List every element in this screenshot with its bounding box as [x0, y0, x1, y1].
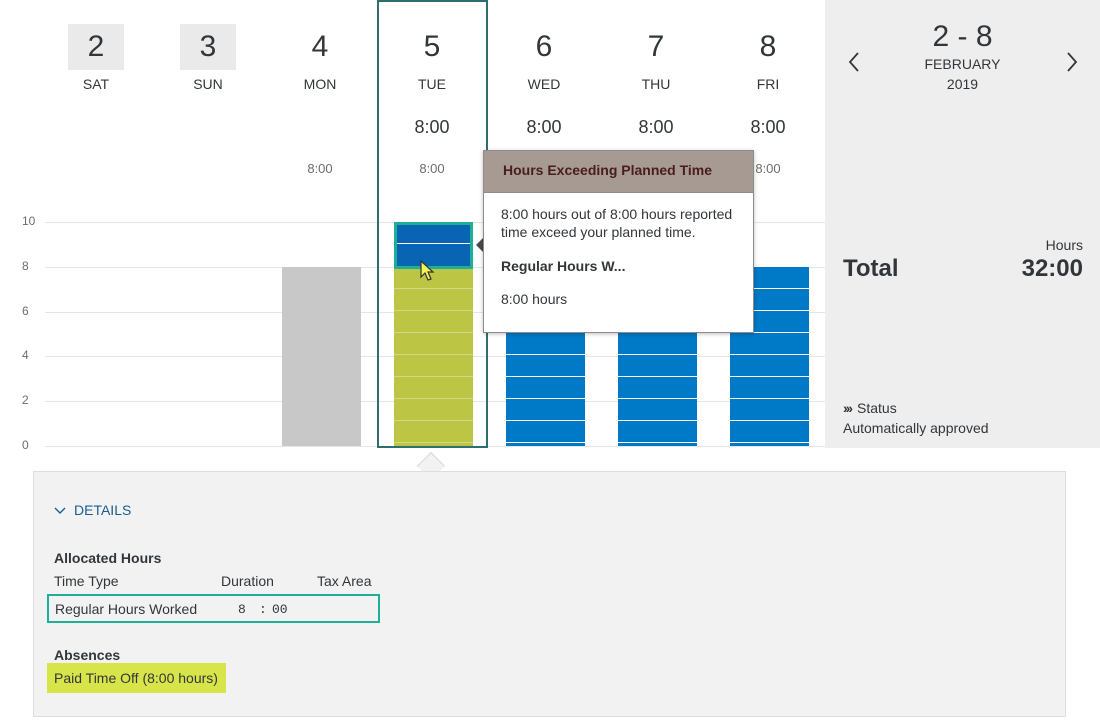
chevron-right-icon [1067, 52, 1078, 72]
hours-label: Hours [1045, 237, 1083, 253]
status-label: Status [857, 400, 897, 416]
day-name: THU [641, 76, 671, 92]
planned-hours-thu: 8:00 [638, 117, 674, 137]
absences-title: Absences [54, 647, 121, 663]
day-number: 8 [759, 30, 777, 63]
bar-mon[interactable] [281, 266, 361, 446]
total-value: 32:00 [1021, 255, 1083, 282]
prev-week-button[interactable] [847, 50, 867, 76]
week-range: 2 - 8 FEBRUARY 2019 [915, 20, 1010, 92]
day-number: 6 [535, 30, 553, 63]
bar-tue[interactable] [393, 266, 473, 446]
duration-minutes[interactable]: 00 [272, 602, 288, 617]
details-panel: DETAILS Allocated Hours Time Type Durati… [33, 471, 1066, 717]
day-header-tue[interactable]: 5 TUE [376, 24, 488, 92]
bar-exceeding-tue[interactable] [393, 222, 473, 269]
mouse-cursor-icon [420, 260, 435, 281]
day-name: SUN [193, 76, 223, 92]
week-summary-panel: 2 - 8 FEBRUARY 2019 Hours Total 32:00 ››… [825, 0, 1100, 448]
y-tick-label: 6 [22, 303, 29, 318]
day-header-wed[interactable]: 6 WED [488, 24, 600, 92]
gridline [45, 446, 825, 447]
details-toggle[interactable]: DETAILS [54, 502, 131, 518]
tooltip-message: 8:00 hours out of 8:00 hours reported ti… [501, 206, 733, 240]
tooltip-pointer [476, 238, 483, 252]
recorded-hours-mon: 8:00 [307, 161, 333, 176]
day-header-mon[interactable]: 4 MON [264, 24, 376, 92]
details-toggle-label: DETAILS [74, 502, 132, 518]
time-type-value: Regular Hours Worked [55, 601, 198, 617]
exceeding-hours-tooltip: Hours Exceeding Planned Time 8:00 hours … [483, 150, 754, 333]
day-number: 2 [68, 24, 124, 70]
day-name: SAT [82, 76, 110, 92]
week-range-year: 2019 [946, 76, 979, 92]
y-tick-label: 0 [22, 438, 29, 452]
planned-hours-wed: 8:00 [526, 117, 562, 137]
planned-hours-tue: 8:00 [414, 117, 450, 137]
week-range-days: 2 - 8 [932, 20, 993, 53]
chevron-down-icon [54, 504, 66, 518]
day-number: 4 [311, 30, 329, 63]
day-header-sat[interactable]: 2 SAT [40, 24, 152, 92]
tooltip-title: Hours Exceeding Planned Time [484, 151, 753, 193]
status-value: Automatically approved [843, 420, 989, 436]
col-time-type: Time Type [54, 573, 119, 589]
week-range-month: FEBRUARY [924, 56, 1001, 72]
recorded-hours-tue: 8:00 [419, 161, 445, 176]
allocated-hours-row[interactable]: Regular Hours Worked 8 : 00 [47, 594, 380, 623]
next-week-button[interactable] [1065, 50, 1085, 76]
duration-separator: : [259, 602, 267, 617]
y-tick-label: 8 [22, 258, 29, 273]
day-name: TUE [418, 76, 446, 92]
day-header-sun[interactable]: 3 SUN [152, 24, 264, 92]
total-label: Total [843, 255, 899, 282]
status-label-row: ››› Status [843, 400, 897, 416]
col-tax-area: Tax Area [317, 573, 372, 589]
chevron-left-icon [848, 52, 859, 72]
day-header-thu[interactable]: 7 THU [600, 24, 712, 92]
day-name: MON [303, 76, 337, 92]
day-number: 7 [647, 30, 665, 63]
day-name: FRI [756, 76, 780, 92]
duration-hours[interactable]: 8 [238, 602, 246, 617]
day-name: WED [527, 76, 561, 92]
y-tick-label: 2 [22, 393, 29, 408]
y-tick-label: 4 [22, 348, 29, 363]
day-number: 5 [423, 30, 441, 63]
double-chevron-icon: ››› [843, 400, 853, 416]
y-tick-label: 10 [22, 214, 36, 228]
bar-fri[interactable] [729, 266, 809, 446]
planned-hours-fri: 8:00 [750, 117, 786, 137]
tooltip-hours: 8:00 hours [501, 291, 568, 307]
bar-segment-divider [396, 243, 470, 244]
day-header-fri[interactable]: 8 FRI [712, 24, 824, 92]
recorded-hours-fri: 8:00 [755, 161, 781, 176]
absence-item[interactable]: Paid Time Off (8:00 hours) [47, 663, 226, 693]
day-number: 3 [180, 24, 236, 70]
col-duration: Duration [221, 573, 274, 589]
tooltip-subtitle: Regular Hours W... [501, 258, 626, 274]
allocated-hours-title: Allocated Hours [54, 550, 162, 566]
